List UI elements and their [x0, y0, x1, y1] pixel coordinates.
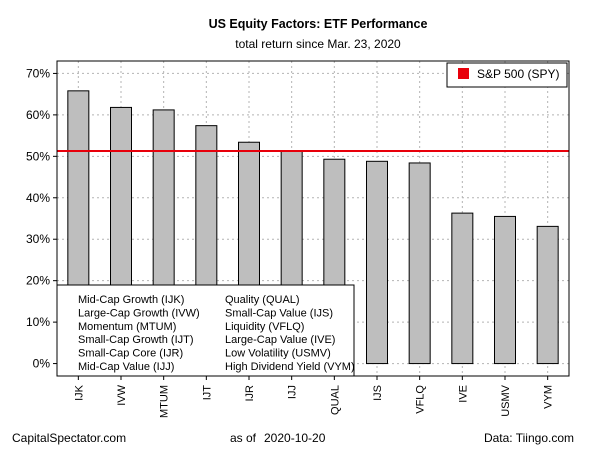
x-tick-label: IJK	[73, 384, 85, 401]
key-item: Low Volatility (USMV)	[225, 348, 331, 360]
x-tick-label: IJS	[372, 385, 384, 401]
legend: S&P 500 (SPY)	[446, 62, 568, 88]
bar-vflq	[408, 162, 431, 365]
y-tick-label: 70%	[26, 66, 50, 80]
bar-vym	[536, 225, 559, 365]
footer-as-of: as of	[230, 431, 257, 445]
footer-date: 2020-10-20	[264, 431, 326, 445]
x-tick-label: IJT	[201, 385, 213, 401]
key-item: Large-Cap Value (IVE)	[225, 334, 335, 346]
x-tick-label: VYM	[543, 385, 555, 409]
y-tick-label: 10%	[26, 315, 50, 329]
legend-swatch	[458, 68, 469, 79]
bar-ive	[451, 212, 474, 365]
key-item: Small-Cap Value (IJS)	[225, 307, 333, 319]
key-item: Small-Cap Core (IJR)	[78, 348, 183, 360]
chart-title: US Equity Factors: ETF Performance	[209, 17, 428, 31]
x-tick-label: IJR	[244, 385, 256, 402]
x-tick-label: IVE	[457, 385, 469, 403]
key-item: Liquidity (VFLQ)	[225, 321, 304, 333]
key-box: Mid-Cap Growth (IJK)Large-Cap Growth (IV…	[56, 284, 355, 377]
y-tick-label: 60%	[26, 108, 50, 122]
x-tick-label: USMV	[500, 384, 512, 416]
key-item: Mid-Cap Growth (IJK)	[78, 294, 184, 306]
y-tick-label: 40%	[26, 191, 50, 205]
key-item: Large-Cap Growth (IVW)	[78, 307, 200, 319]
key-item: Quality (QUAL)	[225, 294, 300, 306]
x-tick-label: QUAL	[329, 385, 341, 415]
y-tick-label: 50%	[26, 149, 50, 163]
key-item: Mid-Cap Value (IJJ)	[78, 361, 174, 373]
x-tick-label: IJJ	[287, 385, 299, 399]
footer-left: CapitalSpectator.com	[12, 431, 126, 445]
x-tick-label: MTUM	[159, 385, 171, 418]
x-axis: IJK IVW MTUM IJT IJR IJJ QUAL IJS VFLQ IVE USMV VYM	[73, 376, 555, 418]
key-column-right: Quality (QUAL)Small-Cap Value (IJS) Liqui…	[225, 294, 355, 373]
x-tick-label: VFLQ	[415, 385, 427, 414]
legend-label: S&P 500 (SPY)	[477, 67, 560, 81]
footer-right: Data: Tiingo.com	[484, 431, 574, 445]
key-item: Momentum (MTUM)	[78, 321, 176, 333]
y-tick-label: 30%	[26, 232, 50, 246]
key-item: Small-Cap Growth (IJT)	[78, 334, 194, 346]
y-tick-label: 0%	[33, 357, 51, 371]
x-tick-label: IVW	[116, 384, 128, 405]
key-item: High Dividend Yield (VYM)	[225, 361, 355, 373]
key-column-left: Mid-Cap Growth (IJK)Large-Cap Growth (IV…	[78, 294, 200, 373]
y-axis: 0% 10% 20% 30% 40% 50% 60% 70%	[26, 66, 57, 371]
bar-usmv	[494, 215, 516, 365]
key-box-frame	[56, 284, 355, 377]
chart-subtitle: total return since Mar. 23, 2020	[235, 37, 401, 51]
y-tick-label: 20%	[26, 274, 50, 288]
bar-ijs	[366, 160, 388, 365]
